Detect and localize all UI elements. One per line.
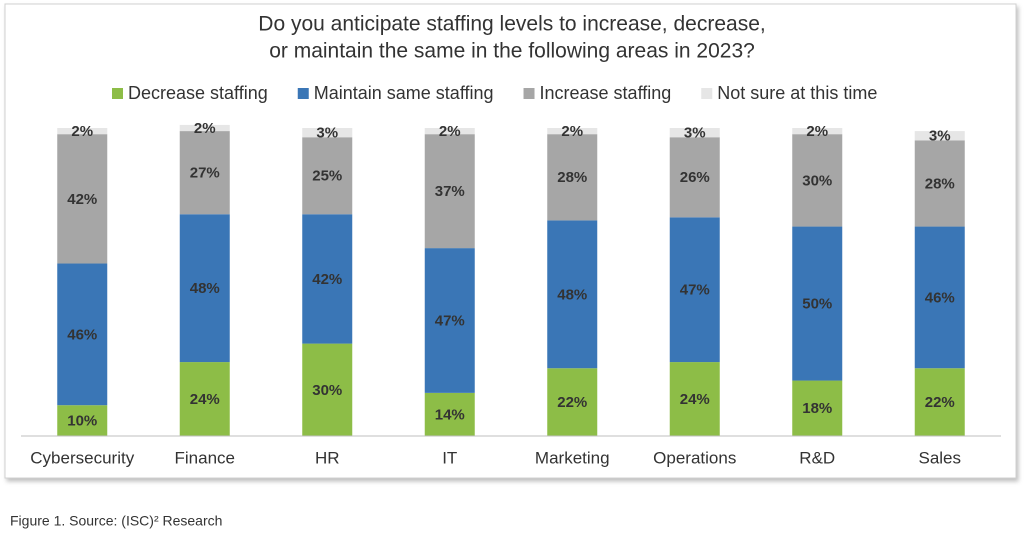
legend-label: Decrease staffing bbox=[128, 83, 268, 103]
bar-segment bbox=[669, 137, 720, 218]
value-label: 28% bbox=[557, 169, 587, 186]
value-label: 26% bbox=[680, 169, 710, 186]
value-label: 30% bbox=[802, 172, 832, 189]
value-label: 47% bbox=[435, 312, 465, 329]
legend-label: Maintain same staffing bbox=[314, 83, 494, 103]
bar-segment bbox=[547, 128, 598, 135]
bar-segment bbox=[57, 405, 108, 436]
legend-swatch bbox=[297, 88, 309, 99]
bar-segment bbox=[547, 134, 598, 221]
bar-segment bbox=[424, 392, 475, 436]
bar-segment bbox=[914, 140, 965, 227]
value-label: 2% bbox=[71, 123, 93, 140]
value-label: 46% bbox=[925, 289, 955, 306]
bar-segment bbox=[302, 214, 353, 344]
x-tick-label: HR bbox=[315, 448, 340, 467]
legend-label: Increase staffing bbox=[540, 83, 672, 103]
bar-segment bbox=[669, 128, 720, 138]
bar-segment bbox=[424, 128, 475, 135]
bar-segment bbox=[914, 131, 965, 141]
value-label: 46% bbox=[67, 326, 97, 343]
x-tick-label: R&D bbox=[799, 448, 835, 467]
value-label: 28% bbox=[925, 175, 955, 192]
value-label: 30% bbox=[312, 382, 342, 399]
x-tick-label: Sales bbox=[918, 448, 961, 467]
value-label: 2% bbox=[561, 123, 583, 140]
bar-segment bbox=[792, 380, 843, 436]
x-tick-label: Finance bbox=[175, 448, 235, 467]
x-tick-label: Operations bbox=[653, 448, 736, 467]
value-label: 3% bbox=[316, 125, 338, 142]
chart-frame bbox=[4, 3, 1017, 479]
bar-segment bbox=[302, 128, 353, 138]
value-label: 42% bbox=[312, 271, 342, 288]
bar-segment bbox=[179, 362, 230, 436]
bar-segment bbox=[179, 214, 230, 363]
value-label: 18% bbox=[802, 400, 832, 417]
caption: Figure 1. Source: (ISC)² Research bbox=[10, 513, 222, 529]
bar-segment bbox=[792, 128, 843, 135]
bar-segment bbox=[669, 217, 720, 363]
bar-segment bbox=[424, 248, 475, 393]
value-label: 37% bbox=[435, 183, 465, 200]
bar-segment bbox=[914, 226, 965, 369]
value-label: 48% bbox=[190, 280, 220, 297]
bar-segment bbox=[57, 263, 108, 406]
bar-segment bbox=[179, 131, 230, 215]
x-tick-label: Marketing bbox=[535, 448, 610, 467]
value-label: 2% bbox=[806, 123, 828, 140]
value-label: 3% bbox=[929, 128, 951, 145]
legend-swatch bbox=[701, 88, 713, 99]
bar-segment bbox=[669, 362, 720, 436]
value-label: 22% bbox=[557, 394, 587, 411]
bar-segment bbox=[179, 124, 230, 132]
bar-segment bbox=[547, 368, 598, 436]
bar-segment bbox=[57, 134, 108, 264]
value-label: 42% bbox=[67, 191, 97, 208]
legend-swatch bbox=[523, 88, 535, 99]
value-label: 22% bbox=[925, 394, 955, 411]
value-label: 24% bbox=[190, 391, 220, 408]
bar-segment bbox=[914, 368, 965, 436]
bar-segment bbox=[547, 220, 598, 369]
bar-segment bbox=[57, 128, 108, 135]
value-label: 47% bbox=[680, 282, 710, 299]
value-label: 27% bbox=[190, 165, 220, 182]
value-label: 24% bbox=[680, 391, 710, 408]
bar-segment bbox=[302, 137, 353, 215]
legend-label: Not sure at this time bbox=[717, 83, 877, 103]
chart-title: Do you anticipate staffing levels to inc… bbox=[258, 13, 765, 36]
value-label: 2% bbox=[194, 120, 216, 137]
value-label: 3% bbox=[684, 125, 706, 142]
value-label: 50% bbox=[802, 296, 832, 313]
value-label: 10% bbox=[67, 413, 97, 430]
bar-segment bbox=[302, 343, 353, 436]
bar-segment bbox=[792, 134, 843, 227]
chart-title: or maintain the same in the following ar… bbox=[269, 40, 755, 63]
value-label: 14% bbox=[435, 406, 465, 423]
bar-segment bbox=[792, 226, 843, 381]
bar-segment bbox=[424, 134, 475, 249]
legend-swatch bbox=[112, 88, 123, 99]
value-label: 2% bbox=[439, 123, 461, 140]
value-label: 48% bbox=[557, 286, 587, 303]
value-label: 25% bbox=[312, 168, 342, 185]
x-tick-label: Cybersecurity bbox=[30, 448, 134, 467]
x-tick-label: IT bbox=[442, 448, 457, 467]
